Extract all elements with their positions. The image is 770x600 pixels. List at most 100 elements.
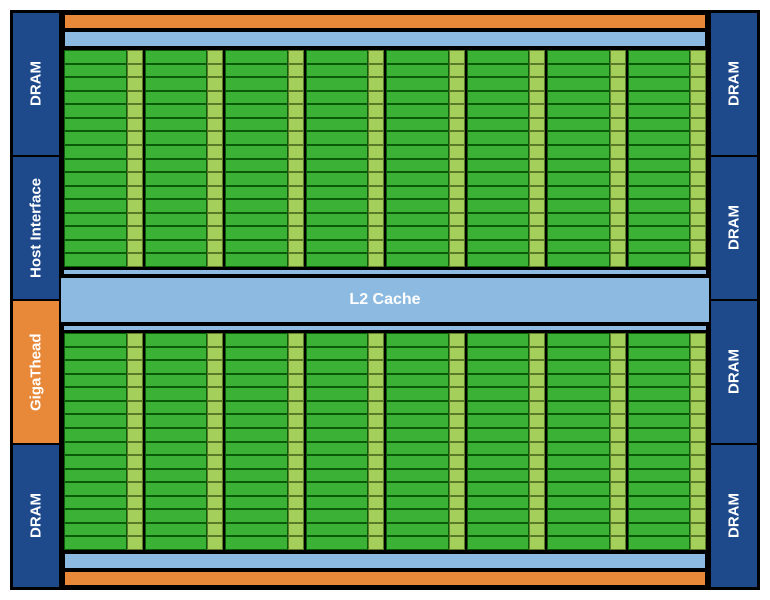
ld-st-unit bbox=[207, 118, 223, 132]
cuda-core bbox=[225, 523, 288, 537]
sm-column bbox=[386, 50, 465, 267]
ld-st-unit bbox=[529, 523, 545, 537]
cuda-core bbox=[547, 91, 610, 105]
cuda-core bbox=[628, 455, 691, 469]
ld-st-unit bbox=[207, 387, 223, 401]
ld-st-unit bbox=[529, 414, 545, 428]
ld-st-unit bbox=[449, 226, 465, 240]
cuda-core bbox=[306, 442, 369, 456]
cuda-core bbox=[306, 509, 369, 523]
ld-st-unit bbox=[610, 509, 626, 523]
cuda-core bbox=[547, 387, 610, 401]
ld-st-unit bbox=[529, 77, 545, 91]
cuda-core bbox=[64, 387, 127, 401]
ld-st-unit bbox=[207, 469, 223, 483]
ld-st-unit bbox=[127, 455, 143, 469]
cuda-core bbox=[628, 77, 691, 91]
ld-st-unit bbox=[449, 333, 465, 347]
cuda-core bbox=[547, 118, 610, 132]
cuda-core bbox=[64, 77, 127, 91]
ld-st-unit bbox=[610, 333, 626, 347]
cuda-core bbox=[306, 347, 369, 361]
ld-st-unit bbox=[529, 172, 545, 186]
cuda-core bbox=[547, 159, 610, 173]
right-dram-3: DRAM bbox=[710, 444, 758, 588]
ld-st-unit bbox=[368, 374, 384, 388]
cuda-core bbox=[64, 455, 127, 469]
cuda-core bbox=[386, 482, 449, 496]
cuda-core bbox=[306, 387, 369, 401]
cuda-core bbox=[306, 496, 369, 510]
ld-st-unit bbox=[610, 523, 626, 537]
ld-st-unit bbox=[127, 172, 143, 186]
cuda-core bbox=[145, 172, 208, 186]
ld-st-unit bbox=[207, 77, 223, 91]
cuda-core bbox=[547, 455, 610, 469]
cuda-core bbox=[547, 199, 610, 213]
cuda-core bbox=[467, 199, 530, 213]
gpu-diagram-canvas: DRAM Host Interface GigaThead DRAM L2 Ca… bbox=[0, 0, 770, 600]
cuda-core bbox=[64, 347, 127, 361]
ld-st-unit bbox=[449, 118, 465, 132]
cuda-core bbox=[306, 145, 369, 159]
cuda-core bbox=[225, 104, 288, 118]
ld-st-unit bbox=[529, 226, 545, 240]
ld-st-unit bbox=[610, 482, 626, 496]
ld-st-unit bbox=[127, 145, 143, 159]
cuda-core bbox=[145, 64, 208, 78]
cuda-core bbox=[386, 64, 449, 78]
ld-st-unit bbox=[207, 64, 223, 78]
ld-st-unit bbox=[529, 104, 545, 118]
ld-st-unit bbox=[690, 159, 706, 173]
ld-st-unit bbox=[207, 186, 223, 200]
ld-st-unit bbox=[610, 240, 626, 254]
cuda-core bbox=[64, 401, 127, 415]
ld-st-unit bbox=[690, 104, 706, 118]
ld-st-unit bbox=[449, 496, 465, 510]
cuda-core bbox=[547, 509, 610, 523]
cuda-core bbox=[386, 118, 449, 132]
cuda-core bbox=[145, 455, 208, 469]
ld-st-unit bbox=[690, 401, 706, 415]
cuda-core bbox=[64, 131, 127, 145]
ld-st-unit bbox=[288, 253, 304, 267]
cuda-core bbox=[145, 482, 208, 496]
ld-st-unit bbox=[288, 374, 304, 388]
ld-st-unit bbox=[529, 374, 545, 388]
cuda-core bbox=[64, 172, 127, 186]
cuda-core bbox=[628, 172, 691, 186]
cuda-core bbox=[547, 186, 610, 200]
cuda-core bbox=[386, 159, 449, 173]
ld-st-unit bbox=[690, 253, 706, 267]
ld-st-unit bbox=[690, 333, 706, 347]
ld-st-unit bbox=[127, 253, 143, 267]
ld-st-unit bbox=[449, 50, 465, 64]
cuda-core bbox=[628, 347, 691, 361]
sm-core-stack bbox=[467, 333, 530, 550]
cuda-core bbox=[306, 91, 369, 105]
ld-st-unit bbox=[127, 387, 143, 401]
sm-aux-stack bbox=[207, 50, 223, 267]
ld-st-unit bbox=[288, 455, 304, 469]
cuda-core bbox=[467, 50, 530, 64]
cuda-core bbox=[467, 414, 530, 428]
cuda-core bbox=[628, 145, 691, 159]
ld-st-unit bbox=[449, 469, 465, 483]
cuda-core bbox=[386, 199, 449, 213]
cuda-core bbox=[386, 509, 449, 523]
cuda-core bbox=[64, 442, 127, 456]
cuda-core bbox=[225, 240, 288, 254]
cuda-core bbox=[64, 91, 127, 105]
ld-st-unit bbox=[127, 64, 143, 78]
cuda-core bbox=[145, 91, 208, 105]
cuda-core bbox=[628, 199, 691, 213]
cuda-core bbox=[547, 172, 610, 186]
center-column: L2 Cache bbox=[60, 12, 710, 588]
sm-column bbox=[145, 333, 224, 550]
cuda-core bbox=[467, 442, 530, 456]
cuda-core bbox=[467, 523, 530, 537]
ld-st-unit bbox=[610, 77, 626, 91]
ld-st-unit bbox=[690, 523, 706, 537]
ld-st-unit bbox=[610, 496, 626, 510]
cuda-core bbox=[628, 387, 691, 401]
